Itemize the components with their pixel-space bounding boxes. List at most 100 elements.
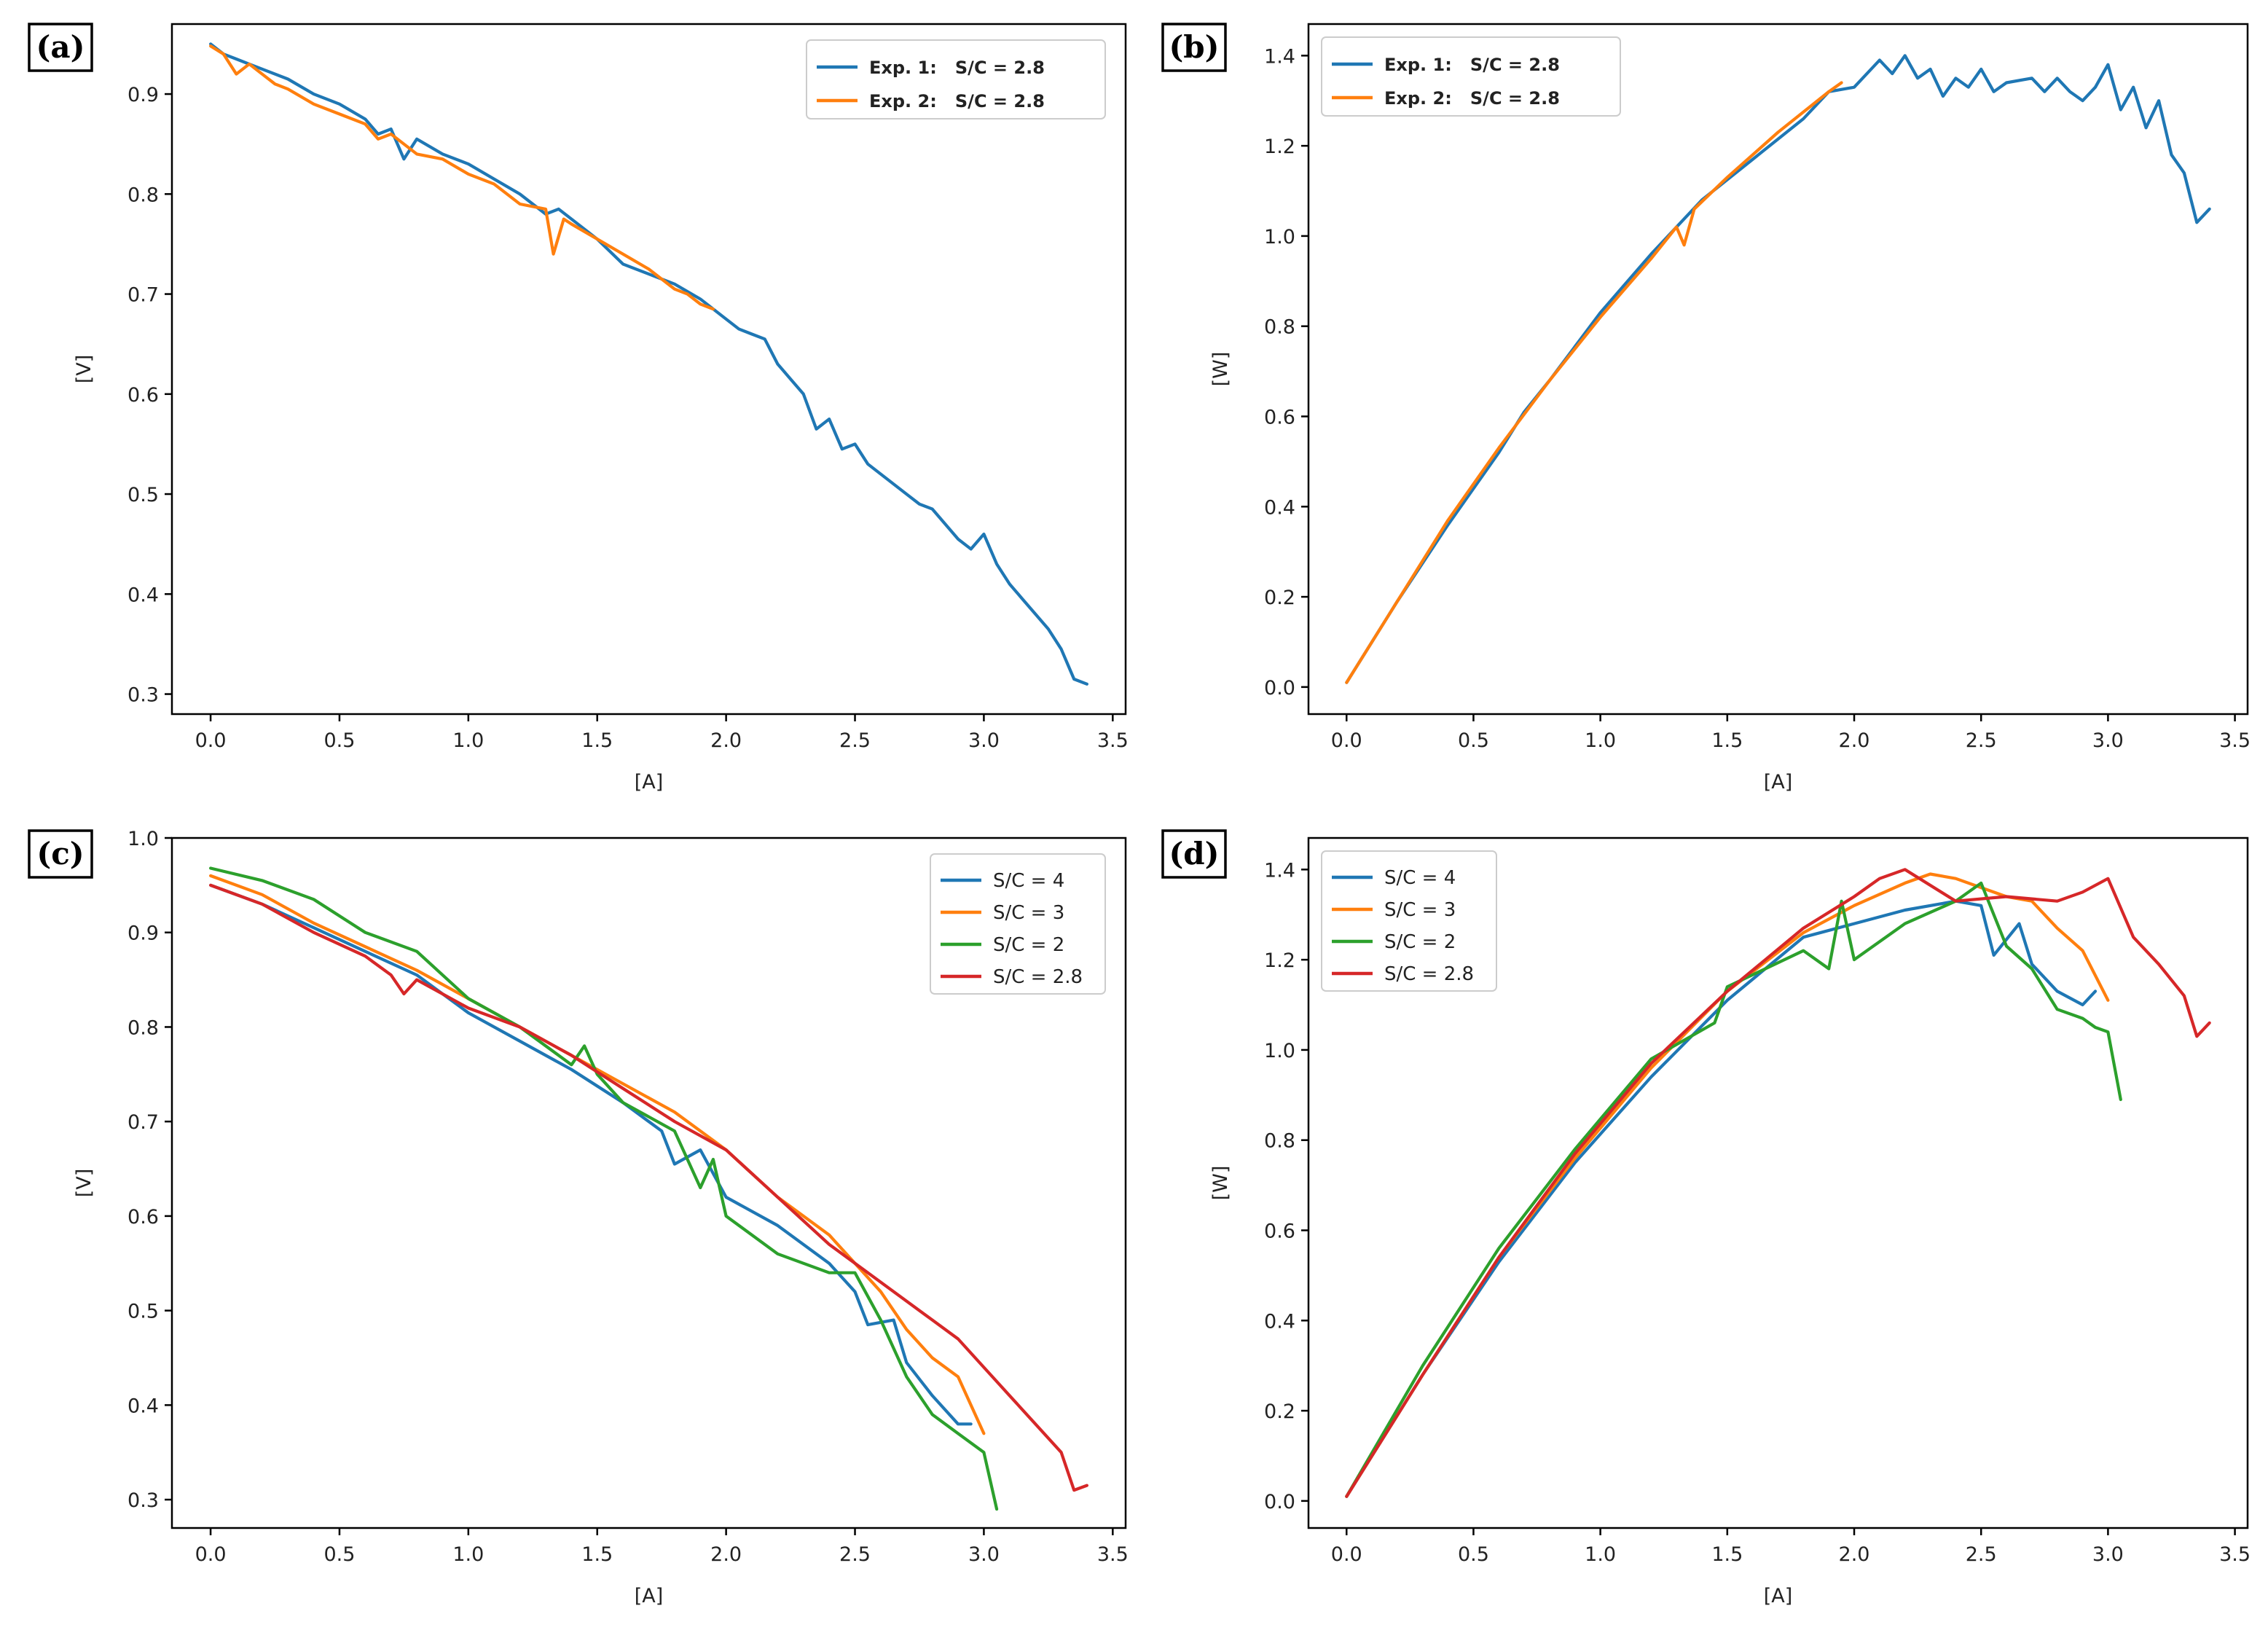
x-tick-label: 1.5 — [581, 1543, 613, 1566]
y-tick-label: 0.6 — [127, 1206, 159, 1229]
chart-panel-d: 0.0 0.5 1.0 1.5 2.0 2.5 3.0 3.5 0.0 0.2 0.4 0.6 0.8 1… — [1161, 829, 2251, 1607]
y-tick-label: 0.8 — [127, 184, 159, 206]
x-tick-label: 3.5 — [2219, 1543, 2251, 1566]
panel-label: (b) — [1161, 23, 1227, 72]
series-line-1 — [1345, 54, 2211, 684]
legend-label-2: S/C = 3 — [1384, 899, 1456, 921]
x-axis-label: [A] — [1764, 1585, 1793, 1607]
x-axis-label: [A] — [1764, 771, 1793, 794]
x-tick-label: 1.0 — [1585, 729, 1616, 752]
x-tick-label: 0.5 — [1458, 729, 1489, 752]
x-tick-label: 2.0 — [710, 1543, 742, 1566]
chart-panel-c: 0.0 0.5 1.0 1.5 2.0 2.5 3.0 3.5 0.3 0.4 0.5 0.6 0.7 0… — [28, 828, 1129, 1607]
y-tick-label: 0.0 — [1264, 677, 1295, 700]
x-tick-label: 1.0 — [452, 729, 484, 752]
legend-box — [806, 39, 1106, 119]
y-tick-label: 0.6 — [127, 384, 159, 407]
x-tick-label: 1.5 — [581, 729, 613, 752]
x-tick-label: 3.0 — [2092, 1543, 2124, 1566]
x-tick-label: 2.5 — [1966, 729, 1997, 752]
panel-label: (a) — [28, 23, 93, 72]
x-tick-label: 2.5 — [839, 729, 871, 752]
y-axis-label: [W] — [1209, 1166, 1232, 1201]
series-line-3 — [1345, 881, 2122, 1498]
series-line-2 — [1345, 872, 2110, 1498]
legend-box — [930, 853, 1106, 995]
panel-label-box — [28, 23, 93, 72]
y-tick-label: 1.0 — [1264, 1040, 1295, 1062]
x-tick-label: 0.5 — [1458, 1543, 1489, 1566]
x-tick-label: 0.0 — [1331, 1543, 1362, 1566]
panel-label-text: (d) — [1169, 836, 1219, 871]
panel-label: (d) — [1161, 829, 1227, 879]
x-tick-label: 3.0 — [968, 729, 1000, 752]
y-tick-label: 0.2 — [1264, 1400, 1295, 1423]
legend: S/C = 4 S/C = 3 S/C = 2 S/C = 2.8 — [930, 853, 1106, 995]
y-tick-label: 1.4 — [1264, 859, 1295, 882]
x-tick-label: 3.5 — [1097, 729, 1129, 752]
legend-label-4: S/C = 2.8 — [1384, 963, 1474, 985]
y-tick-label: 0.8 — [1264, 1130, 1295, 1153]
legend: S/C = 4 S/C = 3 S/C = 2 S/C = 2.8 — [1321, 850, 1497, 992]
chart-panel-b: 0.0 0.5 1.0 1.5 2.0 2.5 3.0 3.5 0.0 0.2 0.4 0.6 0.8 1… — [1161, 23, 2251, 794]
legend-label-2: S/C = 3 — [993, 902, 1064, 924]
y-axis-label: [V] — [73, 1169, 95, 1198]
y-tick-label: 1.0 — [127, 828, 159, 850]
x-tick-label: 2.0 — [1839, 1543, 1870, 1566]
x-tick-label: 0.5 — [323, 1543, 355, 1566]
panel-label-box — [1161, 23, 1227, 72]
legend-box — [1321, 850, 1497, 992]
panel-label-text: (a) — [36, 29, 85, 65]
x-tick-label: 1.5 — [1711, 729, 1743, 752]
y-tick-label: 0.4 — [127, 584, 159, 606]
x-tick-label: 0.5 — [323, 729, 355, 752]
legend-label-2: Exp. 2: S/C = 2.8 — [869, 91, 1045, 111]
x-tick-label: 2.0 — [710, 729, 742, 752]
y-tick-label: 1.2 — [1264, 136, 1295, 158]
y-tick-label: 0.9 — [127, 84, 159, 106]
series-line-1 — [209, 42, 1089, 686]
y-tick-label: 0.7 — [127, 1111, 159, 1134]
legend-label-3: S/C = 2 — [1384, 931, 1456, 953]
series-group — [209, 42, 1089, 686]
panel-label-text: (b) — [1169, 29, 1219, 65]
chart-panel-a: 0.0 0.5 1.0 1.5 2.0 2.5 3.0 3.5 0.3 0.4 0.5 0.6 0.7 0… — [28, 23, 1129, 794]
legend-label-2: Exp. 2: S/C = 2.8 — [1384, 88, 1560, 109]
x-tick-label: 3.5 — [2219, 729, 2251, 752]
series-line-2 — [209, 44, 715, 311]
x-tick-label: 0.0 — [195, 729, 227, 752]
legend-label-3: S/C = 2 — [993, 934, 1064, 956]
y-axis-label: [W] — [1209, 352, 1232, 387]
y-tick-label: 0.2 — [1264, 587, 1295, 609]
y-tick-label: 0.0 — [1264, 1491, 1295, 1513]
panel-label-box — [1161, 829, 1227, 879]
x-tick-label: 1.5 — [1711, 1543, 1743, 1566]
series-line-1 — [1345, 899, 2098, 1498]
series-line-4 — [1345, 868, 2211, 1498]
series-group — [209, 866, 1089, 1511]
y-tick-label: 0.9 — [127, 922, 159, 945]
plot-area-frame — [1307, 23, 2249, 716]
x-tick-label: 2.0 — [1839, 729, 1870, 752]
x-tick-label: 3.0 — [2092, 729, 2124, 752]
y-tick-label: 0.3 — [127, 1489, 159, 1512]
y-tick-label: 0.6 — [1264, 1220, 1295, 1242]
legend: Exp. 1: S/C = 2.8 Exp. 2: S/C = 2.8 — [806, 39, 1106, 119]
series-line-4 — [209, 883, 1089, 1492]
legend-label-1: S/C = 4 — [1384, 867, 1456, 889]
x-tick-label: 2.5 — [1966, 1543, 1997, 1566]
legend-label-1: S/C = 4 — [993, 870, 1064, 892]
x-tick-label: 1.0 — [452, 1543, 484, 1566]
legend-label-1: Exp. 1: S/C = 2.8 — [869, 58, 1045, 78]
series-group — [1345, 868, 2211, 1498]
y-tick-label: 0.5 — [127, 1301, 159, 1323]
series-group — [1345, 54, 2211, 684]
y-tick-label: 0.5 — [127, 484, 159, 506]
panel-label-text: (c) — [36, 836, 84, 871]
y-axis-label: [V] — [73, 355, 95, 384]
y-tick-label: 1.2 — [1264, 949, 1295, 972]
panel-label: (c) — [28, 829, 93, 879]
y-tick-label: 1.4 — [1264, 45, 1295, 68]
legend-box — [1321, 36, 1621, 117]
